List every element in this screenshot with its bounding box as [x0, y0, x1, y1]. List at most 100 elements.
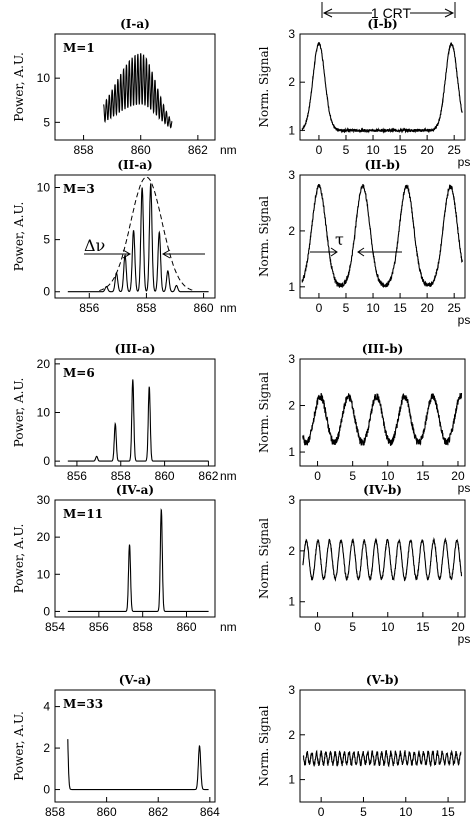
x-unit-label: ps — [458, 481, 471, 495]
panel-i-b: (I-b) 0 5 10 15 20 25 1 2 3 ps Norm. Signal — [257, 17, 470, 169]
y-tick-label: 5 — [43, 115, 50, 129]
x-tick-label: 854 — [45, 620, 65, 634]
y-axis-label: Norm. Signal — [257, 518, 271, 599]
y-tick-label: 10 — [37, 567, 51, 581]
x-tick-label: 858 — [74, 143, 94, 157]
data-curve — [302, 749, 462, 768]
y-axis-label: Norm. Signal — [257, 196, 271, 277]
plot-frame — [54, 174, 216, 299]
panel-iii-a: (III-a) 856 858 860 862 0 10 20 nm Power, A.U. M=6 — [12, 342, 237, 483]
x-tick-label: 10 — [366, 143, 380, 157]
y-tick-label: 3 — [288, 352, 295, 366]
y-axis-label: Norm. Signal — [257, 372, 271, 453]
y-tick-label: 1 — [288, 595, 295, 609]
data-curve — [103, 53, 173, 129]
data-curve — [67, 182, 209, 293]
x-tick-label: 0 — [314, 469, 321, 483]
x-tick-label: 858 — [111, 469, 131, 483]
x-tick-label: 860 — [194, 301, 214, 315]
x-tick-label: 860 — [131, 143, 151, 157]
crt-arrowhead-left — [322, 8, 333, 18]
crt-annotation: 1 CRT — [321, 2, 456, 21]
y-tick-label: 20 — [37, 530, 51, 544]
panel-title: (II-a) — [117, 158, 152, 172]
envelope-curve — [99, 176, 194, 291]
x-tick-label: 0 — [316, 143, 323, 157]
plot-frame — [299, 689, 466, 803]
plot-frame — [54, 499, 216, 618]
y-tick-label: 3 — [288, 27, 295, 41]
x-tick-label: 5 — [349, 469, 356, 483]
y-axis-label: Power, A.U. — [12, 524, 26, 594]
y-tick-label: 2 — [288, 399, 295, 413]
x-tick-label: 5 — [343, 301, 350, 315]
x-tick-label: 856 — [79, 301, 99, 315]
m-label: M=11 — [63, 507, 103, 521]
panel-iv-b: (IV-b) 0 5 10 15 20 1 2 3 ps Norm. Signal — [257, 483, 470, 646]
data-curve — [67, 379, 209, 462]
x-tick-label: 15 — [416, 469, 430, 483]
y-axis-label: Norm. Signal — [257, 705, 271, 786]
delta-nu-arrowhead-left — [122, 249, 132, 259]
y-axis-label: Power, A.U. — [12, 202, 26, 272]
plot-frame — [299, 33, 466, 141]
y-tick-label: 3 — [288, 493, 295, 507]
y-axis-label: Power, A.U. — [12, 52, 26, 122]
x-unit-label: nm — [220, 469, 237, 483]
x-tick-label: 856 — [89, 620, 109, 634]
y-tick-label: 4 — [43, 700, 50, 714]
crt-label: 1 CRT — [371, 5, 412, 21]
delta-nu-arrowhead-right — [161, 249, 171, 259]
tau-annotation: τ — [310, 230, 402, 257]
y-axis-label: Power, A.U. — [12, 378, 26, 448]
x-tick-label: 25 — [448, 301, 462, 315]
data-curve — [301, 42, 463, 134]
tau-arrowhead-left — [330, 247, 338, 257]
x-tick-label: 20 — [451, 469, 465, 483]
data-curve — [302, 392, 463, 446]
panel-title: (III-a) — [115, 342, 156, 356]
x-unit-label: nm — [220, 143, 237, 157]
x-tick-label: 0 — [318, 805, 325, 819]
x-tick-label: 858 — [133, 620, 153, 634]
x-tick-label: 20 — [420, 301, 434, 315]
y-tick-label: 1 — [288, 123, 295, 137]
panel-ii-b: (II-b) 0 5 10 15 20 25 1 2 3 ps Norm. Signal — [257, 158, 470, 327]
data-curve — [301, 183, 463, 288]
x-unit-label: ps — [458, 313, 471, 327]
y-axis-label: Power, A.U. — [12, 711, 26, 781]
x-tick-label: 860 — [176, 620, 196, 634]
x-tick-label: 15 — [393, 301, 407, 315]
x-tick-label: 25 — [448, 143, 462, 157]
m-label: M=3 — [63, 182, 95, 196]
tau-arrowhead-right — [357, 247, 365, 257]
x-tick-label: 862 — [188, 143, 208, 157]
panel-ii-a: (II-a) 856 858 860 0 5 10 nm Power, A.U. M=3 — [12, 158, 237, 315]
y-tick-label: 1 — [288, 773, 295, 787]
x-unit-label: ps — [458, 632, 471, 646]
panel-title: (I-b) — [367, 17, 397, 31]
x-unit-label: nm — [220, 620, 237, 634]
x-tick-label: 856 — [67, 469, 87, 483]
y-tick-label: 2 — [288, 544, 295, 558]
panel-iii-b: (III-b) 0 5 10 15 20 1 2 3 ps Norm. Signal — [257, 342, 470, 495]
crt-arrowhead-right — [444, 8, 455, 18]
x-tick-label: 5 — [349, 620, 356, 634]
y-tick-label: 5 — [43, 233, 50, 247]
x-tick-label: 858 — [45, 805, 65, 819]
y-tick-label: 0 — [43, 454, 50, 468]
y-tick-label: 1 — [288, 445, 295, 459]
y-tick-label: 2 — [43, 741, 50, 755]
y-axis-label: Norm. Signal — [257, 46, 271, 127]
m-label: M=33 — [63, 697, 103, 711]
x-tick-label: 864 — [200, 805, 220, 819]
panel-title: (V-a) — [119, 673, 152, 687]
x-tick-label: 10 — [381, 469, 395, 483]
x-tick-label: 5 — [360, 805, 367, 819]
y-tick-label: 30 — [37, 493, 51, 507]
data-curve — [67, 508, 209, 612]
